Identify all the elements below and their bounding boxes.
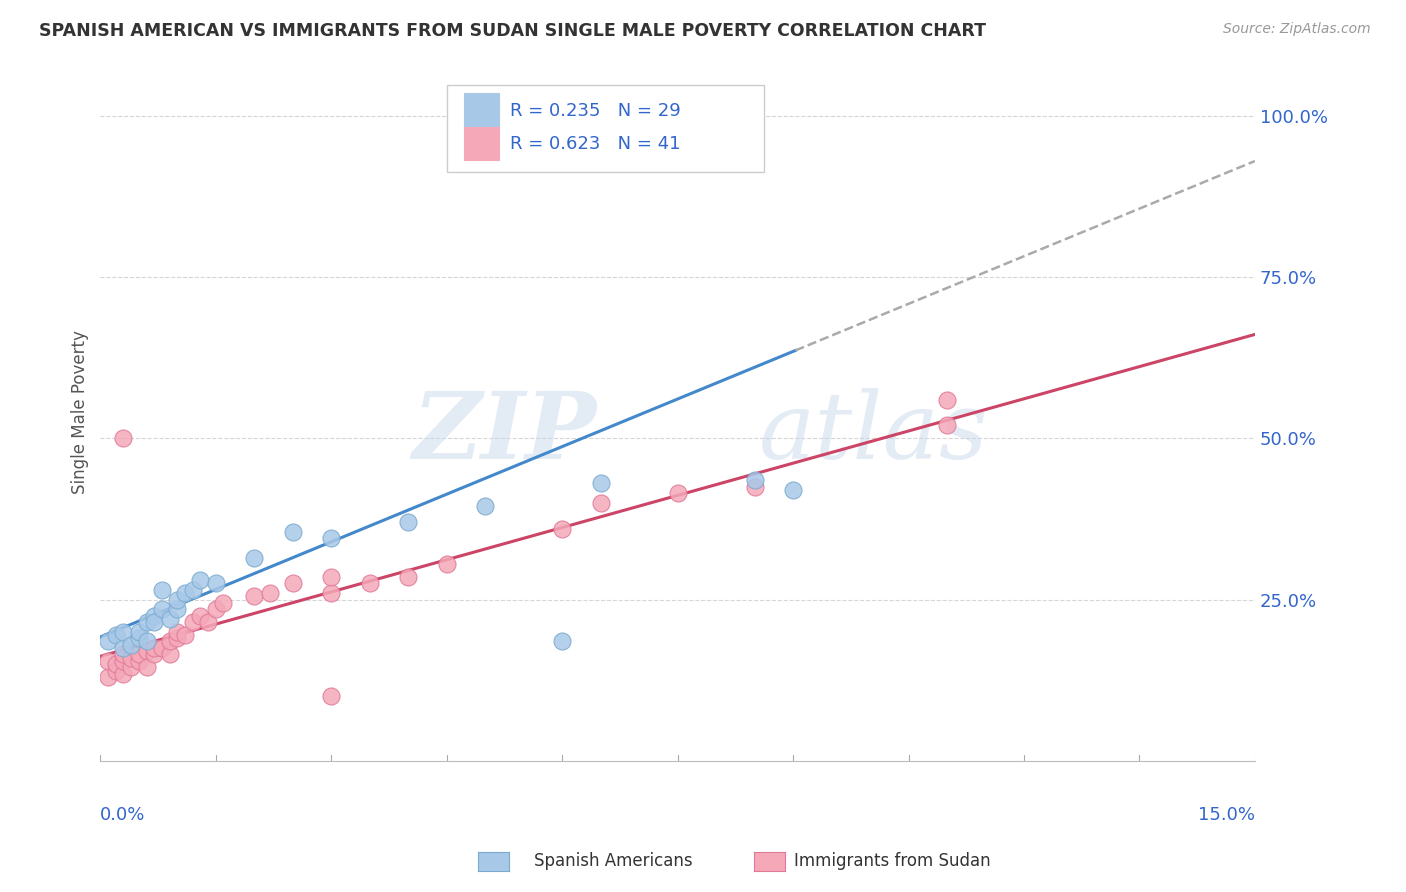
Point xyxy=(936,392,959,407)
Text: 0.0%: 0.0% xyxy=(100,806,146,824)
Point xyxy=(259,586,281,600)
Point xyxy=(321,570,343,584)
Text: Spanish Americans: Spanish Americans xyxy=(534,852,693,870)
Point xyxy=(474,499,496,513)
Point xyxy=(120,638,142,652)
Point xyxy=(574,135,596,149)
Text: SPANISH AMERICAN VS IMMIGRANTS FROM SUDAN SINGLE MALE POVERTY CORRELATION CHART: SPANISH AMERICAN VS IMMIGRANTS FROM SUDA… xyxy=(39,22,987,40)
Point xyxy=(589,496,612,510)
Point xyxy=(651,135,673,149)
Point xyxy=(666,486,689,500)
Point xyxy=(181,582,204,597)
Text: Source: ZipAtlas.com: Source: ZipAtlas.com xyxy=(1223,22,1371,37)
Point xyxy=(112,431,135,445)
Y-axis label: Single Male Poverty: Single Male Poverty xyxy=(72,331,89,494)
Point xyxy=(128,654,150,668)
Point xyxy=(744,480,766,494)
Point xyxy=(128,632,150,646)
Point xyxy=(135,615,157,629)
Point xyxy=(143,615,166,629)
Point xyxy=(551,634,574,648)
Point xyxy=(197,615,219,629)
Point xyxy=(396,515,419,529)
Text: Immigrants from Sudan: Immigrants from Sudan xyxy=(794,852,991,870)
Point xyxy=(243,550,266,565)
Point xyxy=(143,640,166,655)
Point xyxy=(104,657,127,671)
Point xyxy=(112,640,135,655)
Point xyxy=(174,586,197,600)
Point xyxy=(159,634,181,648)
Point xyxy=(97,670,120,684)
Point xyxy=(112,624,135,639)
Point xyxy=(744,473,766,487)
Text: 15.0%: 15.0% xyxy=(1198,806,1256,824)
Point xyxy=(112,654,135,668)
Point xyxy=(135,644,157,658)
Point xyxy=(159,612,181,626)
Point xyxy=(97,654,120,668)
Point xyxy=(589,476,612,491)
Point xyxy=(936,418,959,433)
Point xyxy=(204,576,226,591)
Text: atlas: atlas xyxy=(758,388,988,478)
Point xyxy=(166,624,188,639)
Point xyxy=(782,483,804,497)
Bar xyxy=(464,127,499,161)
Point xyxy=(150,602,173,616)
Point xyxy=(159,648,181,662)
Point xyxy=(243,590,266,604)
Bar xyxy=(464,94,499,127)
Point xyxy=(190,608,212,623)
Point xyxy=(143,608,166,623)
Point xyxy=(396,570,419,584)
Point xyxy=(321,531,343,545)
Point xyxy=(166,602,188,616)
Point xyxy=(104,664,127,678)
Point xyxy=(212,596,235,610)
Point xyxy=(281,524,304,539)
Point xyxy=(120,660,142,674)
Point xyxy=(551,522,574,536)
Point xyxy=(166,592,188,607)
Point xyxy=(321,586,343,600)
Point xyxy=(120,650,142,665)
Point xyxy=(97,634,120,648)
Point xyxy=(181,615,204,629)
Text: ZIP: ZIP xyxy=(412,388,596,478)
Point xyxy=(436,557,458,571)
Point xyxy=(135,634,157,648)
Point xyxy=(104,628,127,642)
Point xyxy=(174,628,197,642)
Point xyxy=(166,632,188,646)
Point xyxy=(204,602,226,616)
Text: R = 0.235   N = 29: R = 0.235 N = 29 xyxy=(510,102,681,120)
Point xyxy=(128,624,150,639)
Point xyxy=(135,660,157,674)
Point xyxy=(359,576,381,591)
Point xyxy=(150,582,173,597)
Point xyxy=(112,648,135,662)
Point xyxy=(321,690,343,704)
Text: R = 0.623   N = 41: R = 0.623 N = 41 xyxy=(510,136,681,153)
Point xyxy=(281,576,304,591)
Point xyxy=(150,640,173,655)
Point xyxy=(190,573,212,587)
Point xyxy=(112,666,135,681)
Point xyxy=(128,648,150,662)
Point xyxy=(143,648,166,662)
FancyBboxPatch shape xyxy=(447,85,765,172)
